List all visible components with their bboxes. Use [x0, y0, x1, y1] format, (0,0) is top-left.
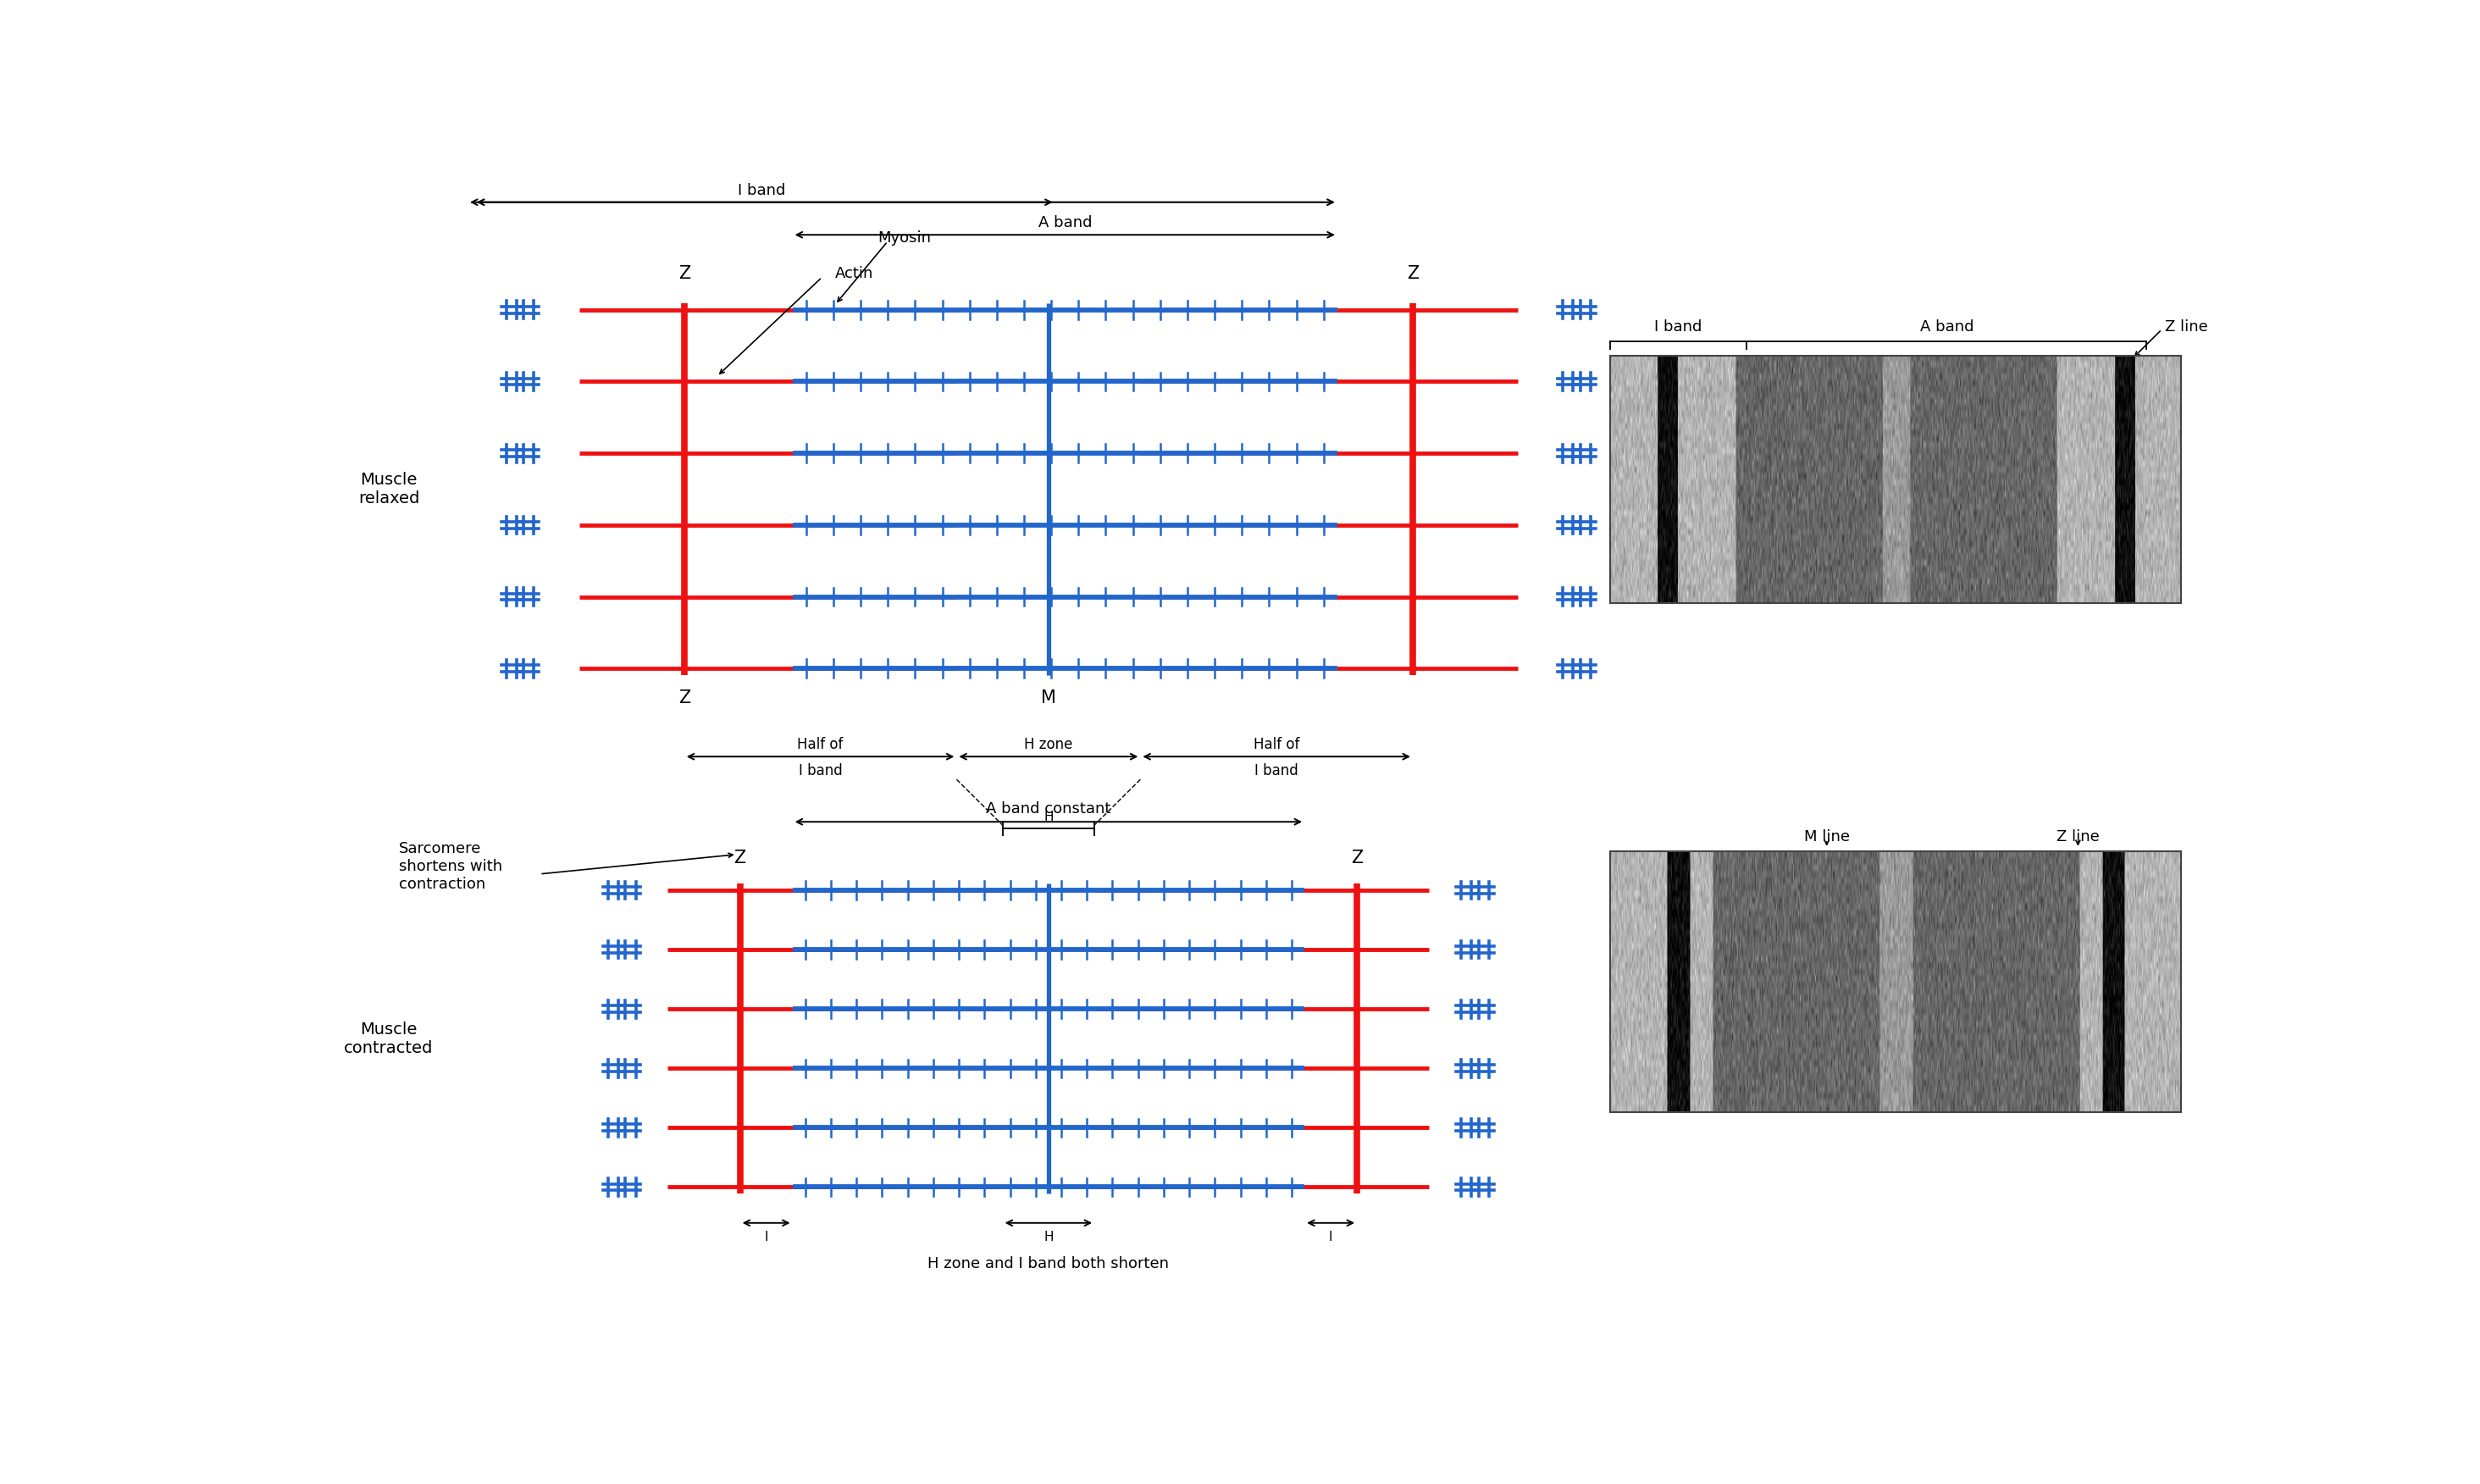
Text: M line: M line [1803, 830, 1850, 844]
Bar [1610, 356, 2180, 604]
Text: Myosin: Myosin [878, 230, 930, 246]
Text: Muscle
relaxed: Muscle relaxed [357, 472, 419, 506]
Text: A band: A band [1039, 215, 1091, 230]
Text: Z: Z [677, 690, 689, 706]
Text: Z line: Z line [2056, 830, 2101, 844]
Text: I band: I band [799, 763, 843, 779]
Text: Z: Z [1406, 266, 1419, 282]
Text: Actin: Actin [836, 266, 873, 282]
Text: Half of: Half of [799, 738, 843, 752]
Text: A band constant: A band constant [987, 801, 1111, 816]
Text: Half of: Half of [1252, 738, 1300, 752]
Text: Muscle
contracted: Muscle contracted [345, 1021, 434, 1057]
Text: I: I [1329, 1230, 1332, 1244]
Text: I band: I band [737, 183, 786, 197]
Text: Z: Z [734, 849, 746, 867]
Text: H: H [1044, 810, 1054, 824]
Text: Sarcomere
shortens with
contraction: Sarcomere shortens with contraction [399, 841, 501, 892]
Text: H: H [1044, 1230, 1054, 1244]
Text: I: I [764, 1230, 769, 1244]
Text: M: M [1042, 690, 1056, 706]
Bar [1610, 852, 2180, 1112]
Text: Z line: Z line [2165, 319, 2207, 334]
Text: I band: I band [1654, 319, 1701, 334]
Text: H zone and I band both shorten: H zone and I band both shorten [928, 1255, 1168, 1270]
Text: H zone: H zone [1024, 738, 1074, 752]
Text: A band: A band [1920, 319, 1974, 334]
Text: I band: I band [1255, 763, 1300, 779]
Text: Z: Z [1352, 849, 1364, 867]
Text: Z: Z [677, 266, 689, 282]
